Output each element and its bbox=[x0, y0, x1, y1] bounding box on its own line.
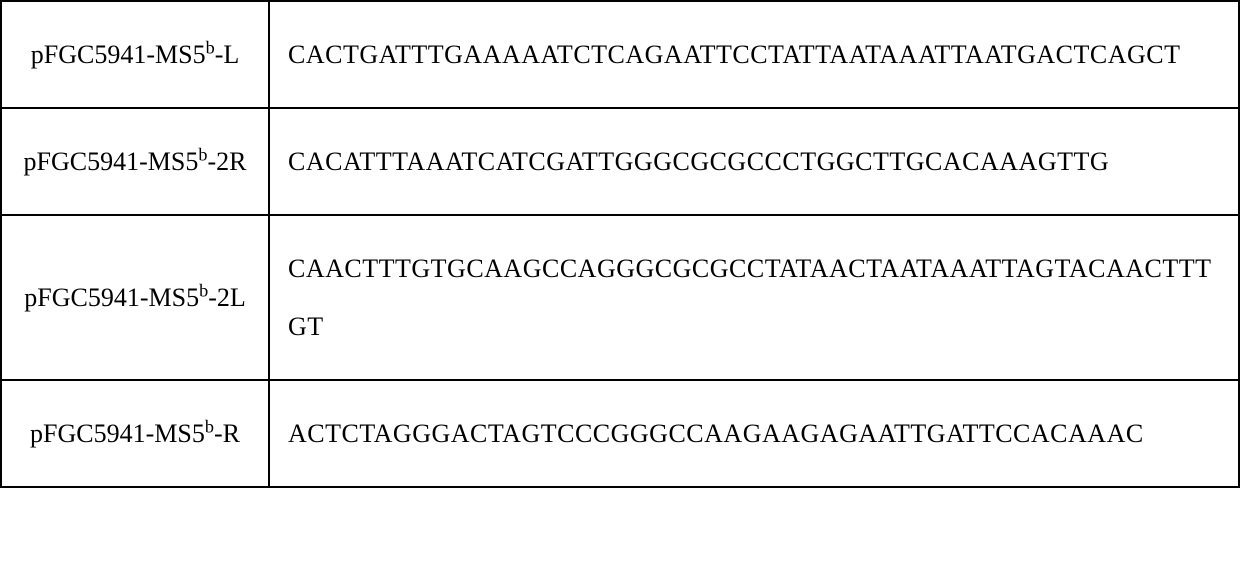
name-prefix: pFGC5941-MS5 bbox=[24, 283, 199, 312]
primer-table: pFGC5941-MS5b-L CACTGATTTGAAAAATCTCAGAAT… bbox=[0, 0, 1240, 488]
name-sup: b bbox=[199, 280, 208, 300]
name-suffix: -2R bbox=[207, 147, 246, 176]
name-sup: b bbox=[206, 37, 215, 57]
table-row: pFGC5941-MS5b-2R CACATTTAAATCATCGATTGGGC… bbox=[1, 108, 1239, 215]
primer-name-cell: pFGC5941-MS5b-2R bbox=[1, 108, 269, 215]
sequence-cell: CACATTTAAATCATCGATTGGGCGCGCCCTGGCTTGCACA… bbox=[269, 108, 1239, 215]
sequence-cell: CAACTTTGTGCAAGCCAGGGCGCGCCTATAACTAATAAAT… bbox=[269, 215, 1239, 379]
table-row: pFGC5941-MS5b-2L CAACTTTGTGCAAGCCAGGGCGC… bbox=[1, 215, 1239, 379]
primer-name-cell: pFGC5941-MS5b-2L bbox=[1, 215, 269, 379]
table-row: pFGC5941-MS5b-L CACTGATTTGAAAAATCTCAGAAT… bbox=[1, 1, 1239, 108]
table-body: pFGC5941-MS5b-L CACTGATTTGAAAAATCTCAGAAT… bbox=[1, 1, 1239, 487]
name-prefix: pFGC5941-MS5 bbox=[30, 419, 205, 448]
primer-name-cell: pFGC5941-MS5b-R bbox=[1, 380, 269, 487]
name-suffix: -L bbox=[215, 40, 240, 69]
sequence-cell: CACTGATTTGAAAAATCTCAGAATTCCTATTAATAAATTA… bbox=[269, 1, 1239, 108]
name-suffix: -2L bbox=[208, 283, 246, 312]
primer-name-cell: pFGC5941-MS5b-L bbox=[1, 1, 269, 108]
name-prefix: pFGC5941-MS5 bbox=[24, 147, 199, 176]
name-sup: b bbox=[205, 416, 214, 436]
name-prefix: pFGC5941-MS5 bbox=[31, 40, 206, 69]
table-row: pFGC5941-MS5b-R ACTCTAGGGACTAGTCCCGGGCCA… bbox=[1, 380, 1239, 487]
name-suffix: -R bbox=[214, 419, 240, 448]
sequence-cell: ACTCTAGGGACTAGTCCCGGGCCAAGAAGAGAATTGATTC… bbox=[269, 380, 1239, 487]
